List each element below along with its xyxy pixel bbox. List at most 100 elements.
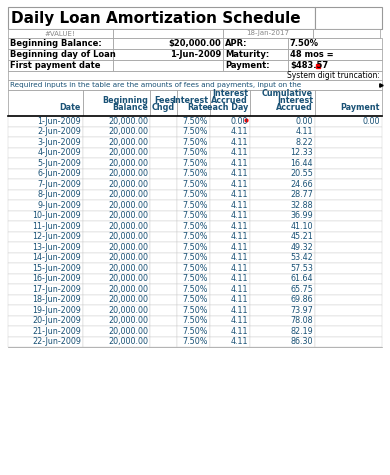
Text: 20,000.00: 20,000.00 (108, 211, 148, 220)
Bar (177, 263, 210, 274)
Text: 4.11: 4.11 (230, 327, 248, 336)
Text: 7.50%: 7.50% (183, 190, 208, 199)
Bar (177, 116, 210, 126)
Text: 12-Jun-2009: 12-Jun-2009 (32, 232, 81, 241)
Text: 28.77: 28.77 (290, 190, 313, 199)
Text: Payment: Payment (340, 103, 380, 112)
Bar (210, 242, 250, 253)
Bar (150, 210, 177, 221)
Text: 49.32: 49.32 (290, 243, 313, 252)
Bar (210, 263, 250, 274)
Text: 20,000.00: 20,000.00 (108, 274, 148, 283)
Bar (210, 221, 250, 231)
Text: 4.11: 4.11 (230, 159, 248, 168)
Bar (315, 305, 382, 315)
Bar (8, 190, 83, 200)
Bar (250, 90, 315, 116)
Bar (210, 126, 250, 137)
Text: 78.08: 78.08 (291, 316, 313, 325)
Text: Fees: Fees (154, 96, 175, 105)
Bar (177, 242, 210, 253)
Bar (177, 336, 210, 347)
Text: 4.11: 4.11 (230, 243, 248, 252)
Bar (8, 71, 382, 80)
Bar (177, 253, 210, 263)
Text: 18-Jan-2017: 18-Jan-2017 (246, 30, 289, 37)
Bar (150, 179, 177, 190)
Bar (315, 90, 382, 116)
Text: 4.11: 4.11 (230, 190, 248, 199)
Bar (315, 336, 382, 347)
Bar (210, 305, 250, 315)
Bar (8, 126, 83, 137)
Bar (177, 179, 210, 190)
Text: 7.50%: 7.50% (183, 127, 208, 136)
Bar (288, 49, 382, 60)
Bar (150, 221, 177, 231)
Bar (83, 231, 150, 242)
Bar (210, 90, 250, 116)
Bar (83, 210, 150, 221)
Text: 20,000.00: 20,000.00 (108, 264, 148, 273)
Text: 7.50%: 7.50% (183, 316, 208, 325)
Bar (177, 90, 210, 116)
Bar (8, 253, 83, 263)
Bar (113, 60, 223, 71)
Text: 20,000.00: 20,000.00 (108, 295, 148, 304)
Text: Rate: Rate (187, 103, 208, 112)
Text: 11-Jun-2009: 11-Jun-2009 (32, 222, 81, 231)
Text: 0.00: 0.00 (362, 117, 380, 126)
Bar (177, 169, 210, 179)
Bar (210, 169, 250, 179)
Bar (8, 221, 83, 231)
Bar (150, 253, 177, 263)
Text: 82.19: 82.19 (290, 327, 313, 336)
Bar (250, 263, 315, 274)
Bar (150, 284, 177, 294)
Bar (177, 190, 210, 200)
Text: 4.11: 4.11 (230, 274, 248, 283)
Text: Accrued: Accrued (211, 96, 248, 105)
Text: 21-Jun-2009: 21-Jun-2009 (32, 327, 81, 336)
Text: Beginning: Beginning (102, 96, 148, 105)
Text: 48 mos =: 48 mos = (290, 50, 333, 59)
Text: 0.00: 0.00 (296, 117, 313, 126)
Bar (210, 179, 250, 190)
Bar (210, 284, 250, 294)
Text: 13-Jun-2009: 13-Jun-2009 (32, 243, 81, 252)
Bar (8, 315, 83, 326)
Text: 7.50%: 7.50% (183, 243, 208, 252)
Text: 53.42: 53.42 (290, 253, 313, 262)
Text: 20,000.00: 20,000.00 (108, 327, 148, 336)
Bar (250, 336, 315, 347)
Bar (150, 242, 177, 253)
Text: 7.50%: 7.50% (183, 337, 208, 346)
Bar (150, 116, 177, 126)
Bar (250, 200, 315, 210)
Text: 10-Jun-2009: 10-Jun-2009 (32, 211, 81, 220)
Bar (150, 263, 177, 274)
Bar (250, 315, 315, 326)
Text: 16-Jun-2009: 16-Jun-2009 (32, 274, 81, 283)
Text: 16.44: 16.44 (291, 159, 313, 168)
Bar (250, 284, 315, 294)
Text: 7.50%: 7.50% (183, 253, 208, 262)
Bar (210, 137, 250, 148)
Text: 20,000.00: 20,000.00 (108, 148, 148, 157)
Text: 6-Jun-2009: 6-Jun-2009 (37, 169, 81, 178)
Text: 20,000.00: 20,000.00 (108, 306, 148, 315)
Bar (250, 242, 315, 253)
Text: 20,000.00: 20,000.00 (108, 127, 148, 136)
Text: Interest: Interest (212, 89, 248, 98)
Bar (288, 60, 382, 71)
Text: 1-Jun-2009: 1-Jun-2009 (37, 117, 81, 126)
Bar (315, 263, 382, 274)
Bar (250, 305, 315, 315)
Text: 7.50%: 7.50% (183, 117, 208, 126)
Bar (8, 80, 382, 90)
Text: Accrued: Accrued (276, 103, 313, 112)
Bar (315, 242, 382, 253)
Bar (8, 38, 113, 49)
Bar (150, 336, 177, 347)
Text: 7.50%: 7.50% (183, 264, 208, 273)
